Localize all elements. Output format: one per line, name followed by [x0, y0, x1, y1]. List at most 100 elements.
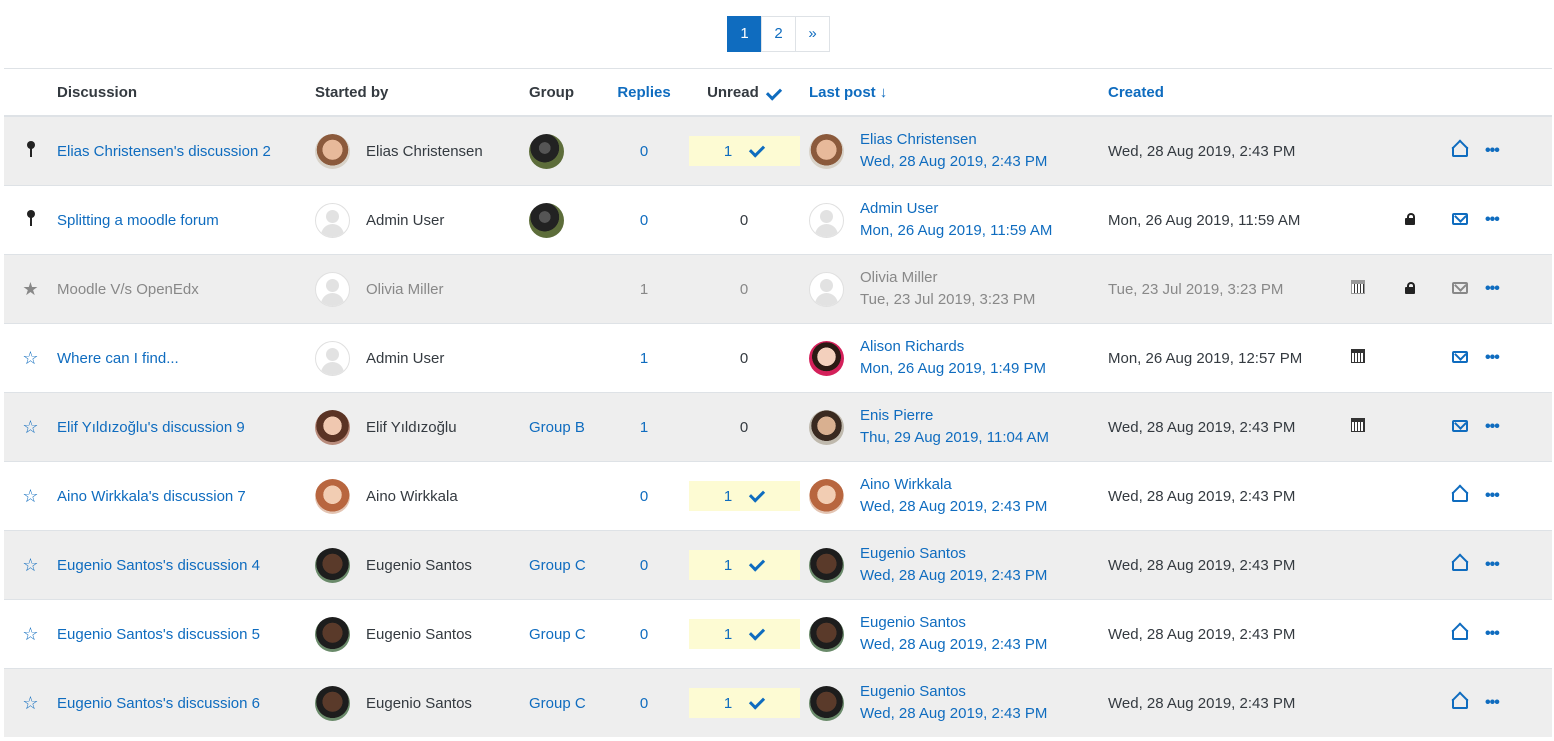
avatar[interactable] — [809, 202, 844, 238]
last-post-user-link[interactable]: Alison Richards — [860, 338, 965, 355]
last-post-user-link[interactable]: Admin User — [860, 200, 939, 217]
more-actions-icon[interactable]: ••• — [1485, 349, 1500, 366]
more-actions-icon[interactable]: ••• — [1485, 625, 1500, 642]
avatar[interactable] — [315, 616, 350, 652]
star-icon[interactable]: ☆ — [22, 623, 39, 644]
mark-read-icon[interactable] — [749, 692, 766, 710]
discussion-link[interactable]: Moodle V/s OpenEdx — [57, 280, 199, 298]
last-post-date-link[interactable]: Thu, 29 Aug 2019, 11:04 AM — [860, 429, 1050, 446]
avatar[interactable] — [315, 685, 350, 721]
replies-count-link[interactable]: 0 — [639, 487, 649, 505]
discussion-link[interactable]: Where can I find... — [57, 349, 179, 367]
avatar[interactable] — [809, 616, 844, 652]
group-link[interactable]: Group C — [529, 625, 586, 643]
avatar[interactable] — [809, 133, 844, 169]
avatar[interactable] — [809, 409, 844, 445]
last-post-date-link[interactable]: Wed, 28 Aug 2019, 2:43 PM — [860, 567, 1048, 584]
last-post-date-link[interactable]: Wed, 28 Aug 2019, 2:43 PM — [860, 705, 1048, 722]
subscribe-mail-icon[interactable] — [1452, 281, 1468, 294]
more-actions-icon[interactable]: ••• — [1485, 694, 1500, 711]
more-actions-icon[interactable]: ••• — [1485, 142, 1500, 159]
replies-count-link[interactable]: 1 — [639, 418, 649, 436]
subscribe-mail-icon[interactable] — [1452, 212, 1468, 225]
avatar[interactable] — [315, 340, 350, 376]
last-post-user-link[interactable]: Olivia Miller — [860, 269, 938, 286]
unsubscribe-mail-icon[interactable] — [1452, 625, 1468, 640]
replies-count-link[interactable]: 0 — [639, 556, 649, 574]
last-post-date-link[interactable]: Mon, 26 Aug 2019, 11:59 AM — [860, 222, 1053, 239]
group-link[interactable]: Group B — [529, 418, 585, 436]
last-post-date-link[interactable]: Mon, 26 Aug 2019, 1:49 PM — [860, 360, 1046, 377]
star-icon[interactable]: ☆ — [22, 347, 39, 368]
last-post-date-link[interactable]: Wed, 28 Aug 2019, 2:43 PM — [860, 498, 1048, 515]
avatar[interactable] — [809, 685, 844, 721]
star-icon[interactable]: ☆ — [22, 692, 39, 713]
page-1-link[interactable]: 1 — [727, 16, 762, 52]
more-actions-icon[interactable]: ••• — [1485, 487, 1500, 504]
group-link[interactable]: Group C — [529, 556, 586, 574]
last-post-user-link[interactable]: Aino Wirkkala — [860, 476, 952, 493]
mark-read-icon[interactable] — [749, 140, 766, 158]
unread-badge[interactable]: 1 — [688, 619, 800, 649]
last-post-user-link[interactable]: Elias Christensen — [860, 131, 977, 148]
header-last-post-sort[interactable]: Last post ↓ — [809, 68, 1108, 117]
replies-count-link[interactable]: 0 — [639, 694, 649, 712]
mark-read-icon[interactable] — [749, 554, 766, 572]
more-actions-icon[interactable]: ••• — [1485, 556, 1500, 573]
header-replies-sort[interactable]: Replies — [609, 68, 679, 117]
replies-count-link[interactable]: 1 — [639, 349, 649, 367]
pin-icon[interactable] — [26, 141, 35, 157]
mark-read-icon[interactable] — [749, 485, 766, 503]
mark-read-icon[interactable] — [749, 623, 766, 641]
avatar[interactable] — [809, 271, 844, 307]
avatar[interactable] — [809, 547, 844, 583]
unsubscribe-mail-icon[interactable] — [1452, 142, 1468, 157]
group-picture[interactable] — [529, 202, 564, 238]
avatar[interactable] — [315, 202, 350, 238]
subscribe-mail-icon[interactable] — [1452, 419, 1468, 432]
unread-badge[interactable]: 1 — [688, 481, 800, 511]
group-picture[interactable] — [529, 133, 564, 169]
star-icon[interactable]: ☆ — [22, 554, 39, 575]
replies-count-link[interactable]: 0 — [639, 625, 649, 643]
page-2-link[interactable]: 2 — [761, 16, 796, 52]
more-actions-icon[interactable]: ••• — [1485, 418, 1500, 435]
more-actions-icon[interactable]: ••• — [1485, 211, 1500, 228]
discussion-link[interactable]: Aino Wirkkala's discussion 7 — [57, 487, 246, 505]
unread-badge[interactable]: 1 — [688, 550, 800, 580]
unsubscribe-mail-icon[interactable] — [1452, 487, 1468, 502]
star-icon[interactable]: ☆ — [22, 485, 39, 506]
last-post-date-link[interactable]: Wed, 28 Aug 2019, 2:43 PM — [860, 153, 1048, 170]
discussion-link[interactable]: Eugenio Santos's discussion 5 — [57, 625, 260, 643]
last-post-date-link[interactable]: Wed, 28 Aug 2019, 2:43 PM — [860, 636, 1048, 653]
avatar[interactable] — [315, 478, 350, 514]
last-post-user-link[interactable]: Eugenio Santos — [860, 614, 966, 631]
last-post-user-link[interactable]: Eugenio Santos — [860, 545, 966, 562]
avatar[interactable] — [315, 271, 350, 307]
subscribe-mail-icon[interactable] — [1452, 350, 1468, 363]
avatar[interactable] — [315, 547, 350, 583]
discussion-link[interactable]: Elif Yıldızoğlu's discussion 9 — [57, 418, 245, 436]
star-icon[interactable]: ☆ — [22, 416, 39, 437]
unread-badge[interactable]: 1 — [688, 136, 800, 166]
mark-all-read-icon[interactable] — [765, 83, 783, 101]
avatar[interactable] — [809, 340, 844, 376]
more-actions-icon[interactable]: ••• — [1485, 280, 1500, 297]
avatar[interactable] — [809, 478, 844, 514]
replies-count-link[interactable]: 0 — [639, 211, 649, 229]
next-page-link[interactable]: » — [795, 16, 830, 52]
pin-icon[interactable] — [26, 210, 35, 226]
discussion-link[interactable]: Eugenio Santos's discussion 4 — [57, 556, 260, 574]
avatar[interactable] — [315, 133, 350, 169]
last-post-user-link[interactable]: Enis Pierre — [860, 407, 934, 424]
unread-badge[interactable]: 1 — [688, 688, 800, 718]
unsubscribe-mail-icon[interactable] — [1452, 556, 1468, 571]
group-link[interactable]: Group C — [529, 694, 586, 712]
replies-count-link[interactable]: 1 — [639, 280, 649, 298]
last-post-user-link[interactable]: Eugenio Santos — [860, 683, 966, 700]
replies-count-link[interactable]: 0 — [639, 142, 649, 160]
star-filled-icon[interactable]: ★ — [22, 278, 39, 299]
unsubscribe-mail-icon[interactable] — [1452, 694, 1468, 709]
discussion-link[interactable]: Eugenio Santos's discussion 6 — [57, 694, 260, 712]
discussion-link[interactable]: Splitting a moodle forum — [57, 211, 219, 229]
